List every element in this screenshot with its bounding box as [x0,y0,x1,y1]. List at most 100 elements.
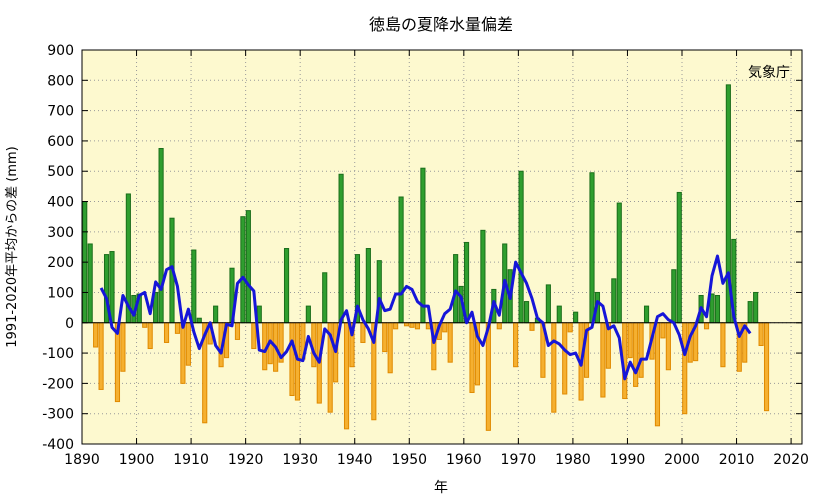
bar-1950 [409,322,415,328]
x-tick-label: 1950 [391,452,427,468]
bar-1972 [529,322,535,331]
bar-1892 [93,322,99,348]
bar-1910 [191,249,197,324]
y-tick-label: 100 [47,285,74,301]
bar-2013 [753,291,759,324]
bar-2014 [758,322,764,346]
bar-1983 [589,172,595,324]
bar-1945 [382,322,388,353]
y-tick-label: 900 [47,43,74,59]
bar-1952 [420,167,426,324]
bar-1937 [338,173,344,324]
bar-1990 [627,322,633,359]
bar-2005 [709,293,715,324]
y-axis-label: 1991-2020年平均からの差 (mm) [5,146,20,347]
bar-1991 [633,322,639,387]
bar-1942 [365,248,371,324]
y-tick-label: 0 [65,316,74,332]
grid [82,50,802,444]
bar-1934 [322,272,328,324]
bar-2006 [714,294,721,324]
bar-1908 [180,322,186,384]
bar-1996 [660,322,666,339]
y-tick-label: 700 [47,104,74,120]
y-tick-label: 300 [47,225,74,241]
x-tick-label: 1900 [119,452,155,468]
bar-1891 [87,243,93,324]
bar-1961 [469,322,475,393]
bar-1969 [513,322,519,368]
bar-1948 [398,196,404,324]
bar-1897 [120,322,126,372]
bar-1997 [665,322,671,371]
bar-1938 [343,322,350,430]
bar-1975 [545,284,551,324]
bar-1907 [174,322,181,334]
x-tick-label: 2010 [719,452,755,468]
bar-1920 [245,210,251,324]
bar-1919 [240,216,246,324]
bar-1979 [567,322,573,333]
bar-1929 [294,322,301,401]
chart-title: 徳島の夏降水量偏差 [369,15,513,34]
bar-1931 [305,305,311,324]
bar-1985 [600,322,606,398]
bar-1988 [616,202,622,324]
bar-1980 [573,311,579,324]
bar-1947 [393,322,399,330]
bar-1963 [480,229,486,324]
bar-1998 [671,269,677,324]
bar-1941 [360,322,366,343]
bar-1946 [387,322,393,374]
x-tick-label: 1980 [555,452,591,468]
bar-1977 [556,305,562,324]
y-axis: -400 -300 -200 -100 0 100 200 300 400 500 600 700 80… [42,43,802,453]
y-tick-label: 400 [47,195,74,211]
x-tick-label: 1920 [228,452,264,468]
x-tick-label: 1910 [173,452,209,468]
moving-average-line [99,254,752,381]
x-tick-label: 1970 [501,452,537,468]
bar-1905 [163,322,170,343]
bar-1978 [562,322,568,395]
y-tick-label: -200 [42,376,74,392]
y-tick-label: -400 [42,437,74,453]
x-tick-label: 2000 [664,452,700,468]
bar-1902 [147,322,153,350]
y-tick-label: 600 [47,134,74,150]
bar-2007 [720,322,726,368]
bar-2000 [682,322,688,415]
bar-1957 [447,322,453,363]
x-axis-label: 年 [434,480,448,496]
bar-1918 [234,322,241,340]
bar-1909 [185,322,191,366]
bar-1928 [289,322,295,397]
bar-1971 [523,301,530,324]
bar-2015 [763,322,770,412]
bar-1911 [196,317,202,324]
bar-1914 [213,305,219,324]
bar-2004 [703,322,710,330]
bar-1921 [251,322,257,350]
y-tick-label: -100 [42,346,74,362]
x-tick-label: 1960 [446,452,482,468]
x-axis: 1890 1900 1910 1920 1930 1940 1950 1960 1970 1980… [64,50,809,468]
agency-annotation: 気象庁 [748,65,790,81]
y-tick-label: 500 [47,164,74,180]
bar-1964 [485,322,491,431]
bar-1966 [496,322,502,330]
bar-1904 [158,148,164,324]
line-series [99,254,752,381]
x-tick-label: 1890 [64,452,100,468]
bar-1995 [654,322,661,427]
x-tick-label: 1930 [282,452,318,468]
bar-1987 [611,278,617,324]
bar-1951 [414,322,421,330]
x-tick-label: 1940 [337,452,373,468]
plot-frame [81,49,803,445]
plot-area [82,50,802,444]
y-tick-label: 200 [47,255,74,271]
bar-1993 [643,305,650,324]
y-tick-label: 800 [47,73,74,89]
